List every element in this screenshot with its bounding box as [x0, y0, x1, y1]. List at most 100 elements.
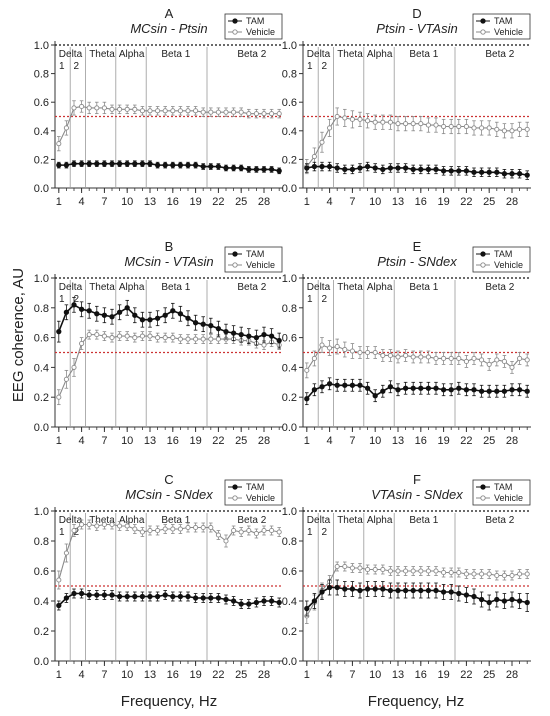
legend-label: TAM: [494, 482, 512, 492]
data-point: [261, 331, 267, 338]
x-tick-label: 22: [460, 669, 472, 681]
data-point: [456, 385, 462, 391]
data-point: [268, 333, 275, 339]
data-point: [231, 527, 237, 534]
data-point: [63, 550, 69, 556]
data-point: [364, 385, 371, 391]
data-point: [403, 568, 409, 574]
data-point: [319, 589, 325, 595]
data-point: [124, 593, 130, 600]
data-point: [342, 382, 348, 388]
data-point: [246, 333, 252, 339]
data-point: [185, 336, 191, 342]
data-point: [342, 586, 348, 592]
x-tick-label: 7: [349, 435, 355, 447]
x-tick-label: 10: [121, 435, 133, 447]
data-point: [372, 119, 378, 125]
data-point: [177, 162, 184, 168]
data-point: [319, 342, 325, 348]
data-point: [486, 388, 492, 394]
y-tick-label: 1.0: [34, 40, 49, 52]
data-point: [463, 358, 469, 364]
data-point: [463, 168, 470, 174]
data-point: [94, 523, 100, 529]
data-point: [86, 161, 92, 167]
y-tick-label: 0.2: [34, 626, 49, 638]
delta-sub-band-label: 1: [59, 61, 65, 72]
data-point: [230, 165, 237, 171]
data-point: [311, 598, 318, 604]
data-point: [223, 538, 229, 544]
data-point: [433, 122, 439, 128]
data-point: [56, 602, 62, 609]
legend-label: Vehicle: [494, 493, 523, 503]
data-point: [326, 163, 333, 170]
x-tick-label: 10: [121, 669, 133, 681]
delta-sub-band-label: 1: [307, 294, 313, 305]
delta-sub-band-label: 1: [59, 527, 65, 538]
data-point: [56, 141, 62, 147]
legend-box: [224, 246, 283, 273]
band-label: Beta 1: [161, 49, 190, 60]
data-point: [139, 317, 146, 323]
data-point: [208, 109, 214, 115]
data-point: [253, 166, 260, 173]
band-label: Alpha: [119, 49, 145, 60]
y-tick-label: 0.2: [282, 392, 297, 404]
data-point: [215, 109, 221, 115]
data-point: [509, 128, 515, 134]
series-line: [58, 523, 280, 581]
data-point: [304, 165, 310, 171]
x-tick-label: 22: [212, 435, 224, 447]
y-tick-label: 0.8: [34, 536, 49, 548]
y-tick-label: 0.6: [282, 566, 297, 578]
data-point: [71, 590, 77, 597]
data-point: [440, 387, 447, 393]
x-tick-label: 1: [304, 196, 310, 208]
shared-y-axis-label: EEG coherence, AU: [10, 268, 27, 402]
y-tick-label: 0.6: [282, 97, 297, 109]
data-point: [349, 166, 356, 173]
y-tick-label: 0.2: [282, 154, 297, 166]
panel-letter: F: [413, 472, 421, 487]
data-point: [349, 586, 356, 592]
legend-label: TAM: [246, 249, 264, 259]
y-tick-label: 0.6: [34, 97, 49, 109]
data-point: [154, 593, 161, 600]
x-tick-label: 16: [415, 669, 427, 681]
data-point: [177, 311, 184, 317]
data-point: [170, 108, 176, 114]
data-point: [425, 568, 431, 574]
data-point: [124, 333, 130, 339]
series-vehicle: [56, 519, 282, 590]
x-tick-label: 1: [304, 669, 310, 681]
data-point: [238, 601, 244, 607]
data-point: [116, 161, 123, 167]
data-point: [253, 111, 259, 117]
data-point: [418, 587, 424, 594]
data-point: [494, 126, 500, 132]
data-point: [327, 345, 333, 351]
data-point: [177, 108, 183, 114]
data-point: [365, 566, 371, 573]
data-point: [402, 587, 409, 594]
data-point: [200, 163, 206, 170]
x-tick-label: 19: [437, 196, 449, 208]
x-tick-label: 28: [258, 435, 270, 447]
series-tam: [56, 296, 282, 349]
data-point: [433, 385, 439, 391]
data-point: [395, 387, 401, 393]
data-point: [441, 123, 447, 130]
data-point: [109, 314, 115, 320]
band-label: Delta: [307, 282, 331, 293]
data-point: [185, 593, 191, 600]
data-point: [117, 106, 123, 112]
band-label: Alpha: [119, 282, 145, 293]
data-point: [524, 126, 530, 132]
data-point: [276, 111, 282, 117]
legend-label: Vehicle: [494, 260, 523, 270]
